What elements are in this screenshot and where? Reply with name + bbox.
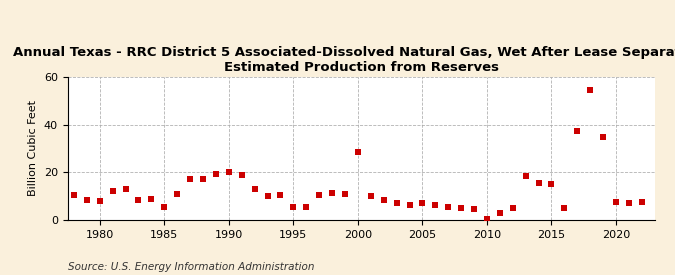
Point bbox=[352, 150, 363, 154]
Point bbox=[481, 217, 492, 221]
Point bbox=[198, 177, 209, 182]
Point bbox=[223, 170, 234, 175]
Point bbox=[107, 189, 118, 194]
Point bbox=[508, 206, 518, 210]
Point bbox=[133, 197, 144, 202]
Point bbox=[417, 201, 428, 205]
Point bbox=[559, 206, 570, 210]
Point bbox=[146, 196, 157, 201]
Point bbox=[185, 177, 196, 182]
Text: Source: U.S. Energy Information Administration: Source: U.S. Energy Information Administ… bbox=[68, 262, 314, 272]
Point bbox=[404, 202, 415, 207]
Point bbox=[262, 194, 273, 198]
Point bbox=[468, 207, 479, 211]
Point bbox=[495, 211, 506, 215]
Point bbox=[314, 193, 325, 197]
Point bbox=[95, 199, 105, 203]
Point bbox=[82, 197, 92, 202]
Point bbox=[365, 194, 376, 198]
Title: Annual Texas - RRC District 5 Associated-Dissolved Natural Gas, Wet After Lease : Annual Texas - RRC District 5 Associated… bbox=[13, 46, 675, 75]
Point bbox=[585, 88, 595, 92]
Point bbox=[236, 172, 247, 177]
Point bbox=[378, 197, 389, 202]
Point bbox=[275, 193, 286, 197]
Point bbox=[598, 134, 609, 139]
Point bbox=[327, 190, 338, 195]
Point bbox=[430, 202, 441, 207]
Point bbox=[172, 192, 183, 196]
Point bbox=[520, 174, 531, 178]
Point bbox=[120, 187, 131, 191]
Point bbox=[637, 200, 647, 204]
Point bbox=[456, 206, 466, 210]
Point bbox=[392, 201, 402, 205]
Point bbox=[249, 187, 260, 191]
Y-axis label: Billion Cubic Feet: Billion Cubic Feet bbox=[28, 100, 38, 197]
Point bbox=[572, 128, 583, 133]
Point bbox=[533, 181, 544, 185]
Point bbox=[340, 192, 350, 196]
Point bbox=[301, 205, 312, 209]
Point bbox=[546, 182, 557, 186]
Point bbox=[624, 201, 634, 205]
Point bbox=[288, 205, 299, 209]
Point bbox=[159, 205, 169, 209]
Point bbox=[611, 200, 622, 204]
Point bbox=[443, 205, 454, 209]
Point bbox=[69, 193, 80, 197]
Point bbox=[211, 171, 221, 176]
